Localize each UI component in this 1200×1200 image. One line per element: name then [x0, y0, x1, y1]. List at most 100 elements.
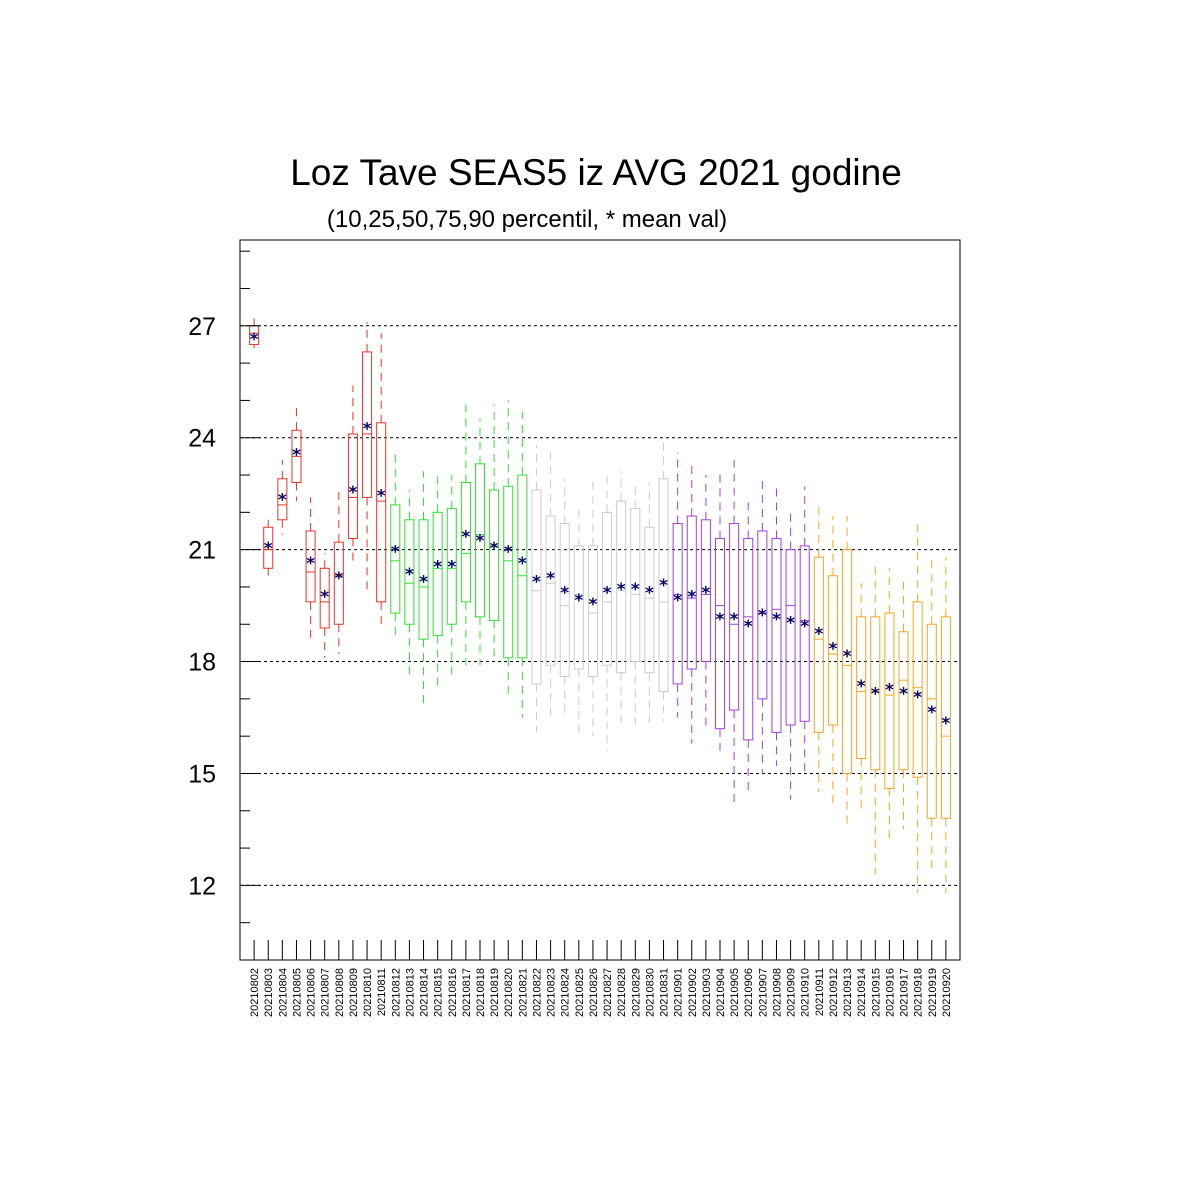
- y-tick-label: 21: [188, 537, 216, 565]
- iqr-box: [602, 511, 613, 666]
- x-tick-label: 20210813: [404, 968, 416, 1017]
- x-tick-label: 20210812: [390, 968, 402, 1017]
- box-20210813: [404, 489, 415, 681]
- box-20210914: [856, 583, 867, 811]
- mean-marker: *: [419, 572, 428, 592]
- iqr-box: [926, 623, 937, 819]
- box-20210903: [700, 475, 711, 729]
- box-20210910: [799, 486, 810, 774]
- x-tick-label: 20210911: [814, 968, 826, 1016]
- mean-marker: *: [701, 584, 710, 604]
- iqr-box: [799, 545, 810, 722]
- mean-marker: *: [546, 569, 555, 589]
- x-tick-label: 20210806: [306, 968, 318, 1017]
- x-tick-label: 20210903: [701, 968, 713, 1017]
- iqr-box: [404, 519, 415, 625]
- mean-marker: *: [574, 591, 583, 611]
- iqr-box: [277, 478, 288, 521]
- mean-marker: *: [871, 684, 880, 704]
- iqr-box: [517, 474, 528, 659]
- mean-marker: *: [786, 614, 795, 634]
- iqr-box: [870, 616, 881, 771]
- mean-marker: *: [730, 610, 739, 630]
- box-20210819: [489, 404, 500, 662]
- chart-title: Loz Tave SEAS5 iz AVG 2021 godine: [290, 152, 902, 193]
- mean-marker: *: [885, 681, 894, 701]
- box-20210909: [785, 508, 796, 800]
- box-20210809: [347, 385, 358, 565]
- box-20210806: [305, 497, 316, 640]
- x-tick-label: 20210917: [899, 968, 911, 1017]
- box-20210812: [390, 452, 401, 640]
- chart-subtitle: (10,25,50,75,90 percentil, * mean val): [327, 206, 727, 233]
- x-tick-label: 20210905: [729, 968, 741, 1017]
- x-tick-label: 20210918: [913, 968, 925, 1017]
- iqr-box: [827, 575, 838, 726]
- iqr-box: [743, 537, 754, 741]
- box-20210908: [771, 482, 782, 767]
- iqr-box: [785, 549, 796, 726]
- mean-marker: *: [603, 584, 612, 604]
- iqr-box: [630, 508, 641, 663]
- box-20210821: [517, 411, 528, 718]
- y-tick-label: 18: [188, 649, 216, 677]
- x-tick-label: 20210803: [263, 968, 275, 1017]
- x-tick-label: 20210804: [277, 968, 289, 1017]
- iqr-box: [305, 530, 316, 603]
- x-tick-label: 20210906: [743, 968, 755, 1017]
- mean-marker: *: [814, 625, 823, 645]
- x-tick-label: 20210910: [800, 968, 812, 1017]
- x-tick-label: 20210909: [786, 968, 798, 1017]
- box-20210907: [757, 478, 768, 774]
- box-20210816: [446, 475, 457, 681]
- box-20210820: [503, 400, 514, 699]
- mean-marker: *: [941, 714, 950, 734]
- iqr-box: [644, 526, 655, 674]
- iqr-box: [460, 481, 471, 603]
- x-tick-label: 20210913: [842, 968, 854, 1017]
- box-20210822: [531, 445, 542, 733]
- y-tick-label: 12: [188, 872, 216, 900]
- box-20210906: [743, 501, 754, 793]
- mean-marker: *: [306, 554, 315, 574]
- x-tick-label: 20210802: [249, 968, 261, 1017]
- x-tick-label: 20210823: [546, 968, 558, 1017]
- x-tick-label: 20210824: [560, 968, 572, 1017]
- iqr-box: [531, 489, 542, 685]
- x-tick-label: 20210809: [348, 968, 360, 1017]
- mean-marker: *: [673, 591, 682, 611]
- iqr-box: [587, 545, 598, 677]
- iqr-box: [432, 511, 443, 636]
- x-axis: 20210802 20210803 20210804 20210805 20210806…: [249, 940, 953, 1017]
- mean-marker: *: [391, 543, 400, 563]
- iqr-box: [898, 631, 909, 771]
- box-20210916: [884, 568, 895, 845]
- x-tick-label: 20210814: [419, 968, 431, 1017]
- box-20210817: [460, 404, 471, 666]
- box-20210902: [686, 463, 697, 744]
- box-20210918: [912, 519, 923, 893]
- y-axis: 12 15 18 21 24 27: [188, 250, 260, 961]
- box-20210915: [870, 560, 881, 875]
- iqr-box: [658, 478, 669, 692]
- mean-marker: *: [518, 554, 527, 574]
- x-tick-label: 20210919: [927, 968, 939, 1017]
- iqr-box: [856, 616, 867, 760]
- mean-marker: *: [560, 584, 569, 604]
- box-20210826: [587, 478, 598, 737]
- box-20210807: [319, 553, 330, 658]
- iqr-box: [573, 545, 584, 670]
- iqr-box: [503, 485, 514, 659]
- x-tick-label: 20210810: [362, 968, 374, 1017]
- iqr-box: [616, 500, 627, 674]
- box-20210917: [898, 575, 909, 830]
- boxes: [249, 318, 951, 893]
- mean-marker: *: [758, 606, 767, 626]
- mean-marker: *: [645, 584, 654, 604]
- box-20210919: [926, 557, 937, 875]
- mean-marker: *: [278, 490, 287, 510]
- mean-marker: *: [461, 528, 470, 548]
- mean-marker: *: [334, 569, 343, 589]
- mean-marker: *: [447, 558, 456, 578]
